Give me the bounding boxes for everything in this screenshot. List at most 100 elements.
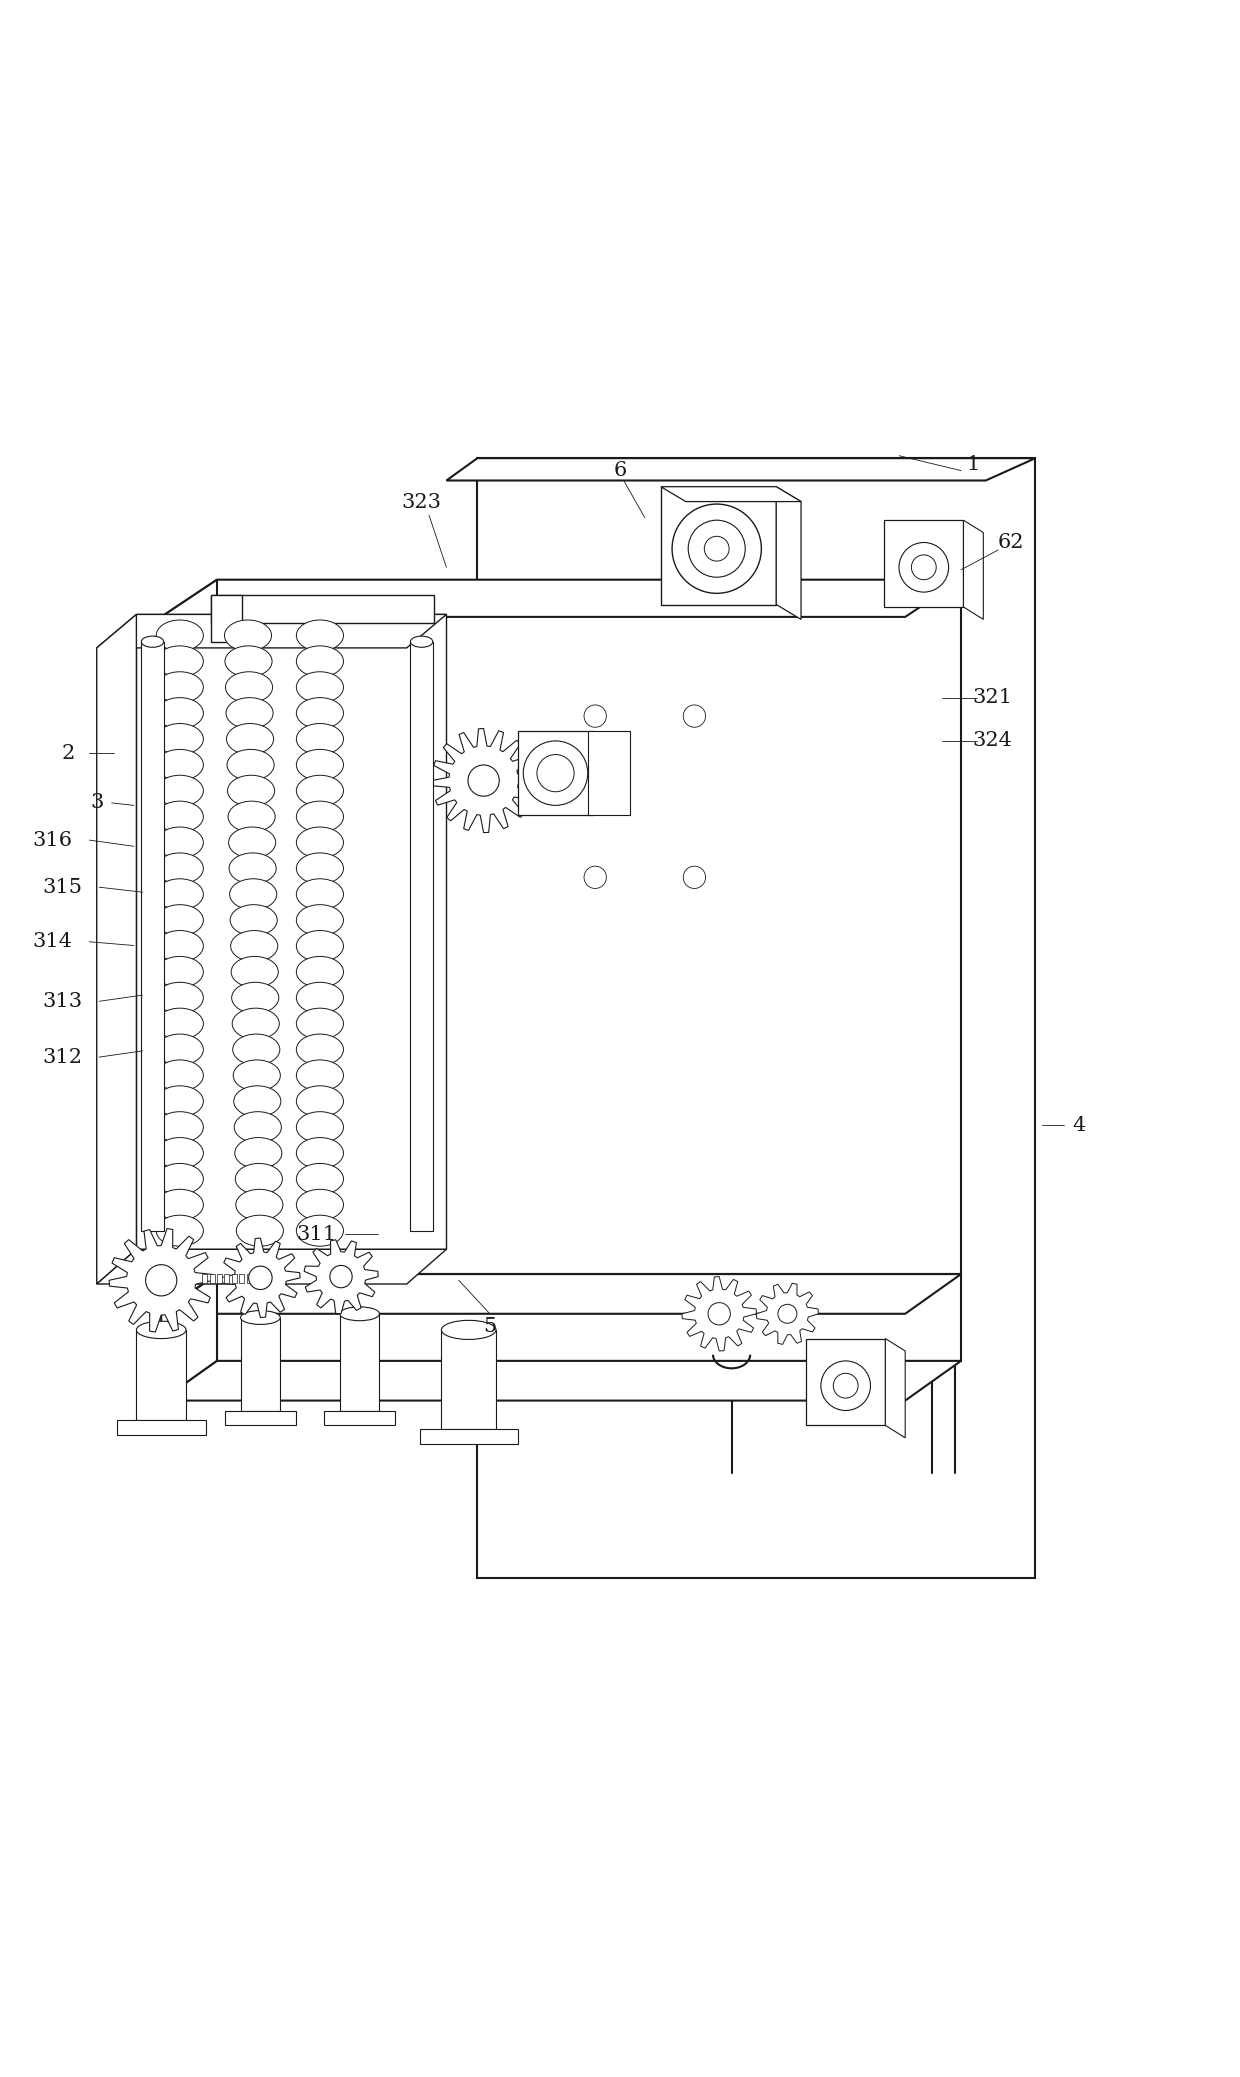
Ellipse shape [237,756,264,773]
Ellipse shape [241,964,268,980]
Ellipse shape [234,654,262,669]
Polygon shape [588,731,630,816]
Ellipse shape [166,1093,193,1109]
Polygon shape [217,1273,222,1284]
Text: 323: 323 [402,494,441,513]
Polygon shape [241,1317,280,1410]
Ellipse shape [166,704,193,721]
Ellipse shape [233,1059,280,1090]
Ellipse shape [306,860,334,876]
Ellipse shape [296,982,343,1014]
Ellipse shape [156,955,203,987]
Circle shape [777,1304,797,1323]
Text: 324: 324 [972,731,1012,750]
Circle shape [704,536,729,561]
Ellipse shape [236,1190,283,1221]
Ellipse shape [296,723,343,754]
Polygon shape [161,1273,961,1315]
Ellipse shape [232,1007,279,1038]
Ellipse shape [306,627,334,644]
Ellipse shape [306,808,334,825]
Ellipse shape [241,912,268,928]
Ellipse shape [306,1144,334,1161]
Ellipse shape [156,1138,203,1169]
Circle shape [467,764,500,795]
Polygon shape [432,729,536,833]
Polygon shape [340,1315,379,1410]
Ellipse shape [239,887,267,901]
Polygon shape [410,642,433,1232]
Ellipse shape [306,679,334,696]
Ellipse shape [244,1120,272,1136]
Ellipse shape [246,1171,273,1186]
Ellipse shape [233,1034,280,1066]
Ellipse shape [306,704,334,721]
Ellipse shape [296,671,343,702]
Ellipse shape [156,802,203,833]
Ellipse shape [306,964,334,980]
Ellipse shape [243,1093,270,1109]
Ellipse shape [234,1111,281,1142]
Circle shape [821,1360,870,1410]
Ellipse shape [166,835,193,852]
Polygon shape [419,1429,518,1444]
Ellipse shape [296,827,343,858]
Ellipse shape [296,1190,343,1221]
Ellipse shape [166,808,193,825]
Circle shape [708,1302,730,1325]
Ellipse shape [296,1034,343,1066]
Ellipse shape [166,1068,193,1084]
Polygon shape [211,594,434,623]
Ellipse shape [246,1196,273,1213]
Circle shape [330,1265,352,1288]
Ellipse shape [156,906,203,935]
Ellipse shape [306,991,334,1005]
Ellipse shape [166,679,193,696]
Ellipse shape [226,698,273,729]
Ellipse shape [156,1163,203,1194]
Ellipse shape [441,1321,496,1340]
Circle shape [584,866,606,889]
Polygon shape [221,1238,300,1317]
Ellipse shape [242,991,269,1005]
Ellipse shape [296,1111,343,1142]
Ellipse shape [166,860,193,876]
Text: 4: 4 [1073,1115,1085,1134]
Polygon shape [304,1240,378,1315]
Circle shape [911,555,936,579]
Polygon shape [518,731,593,816]
Ellipse shape [242,1016,269,1032]
Ellipse shape [226,671,273,702]
Polygon shape [806,1338,885,1425]
Ellipse shape [156,698,203,729]
Ellipse shape [166,627,193,644]
Polygon shape [97,1248,446,1284]
Ellipse shape [306,783,334,800]
Ellipse shape [156,827,203,858]
Ellipse shape [233,1086,280,1117]
Polygon shape [224,1410,296,1425]
Polygon shape [324,1410,396,1425]
Circle shape [145,1265,177,1296]
Ellipse shape [296,621,343,650]
Polygon shape [217,579,961,1273]
Ellipse shape [296,646,343,677]
Polygon shape [247,1273,252,1284]
Polygon shape [477,459,1035,1579]
Polygon shape [161,1273,961,1315]
Ellipse shape [296,1163,343,1194]
Polygon shape [97,615,446,648]
Polygon shape [161,579,961,617]
Text: 1: 1 [967,455,980,474]
Ellipse shape [239,860,267,876]
Ellipse shape [156,1034,203,1066]
Polygon shape [136,1329,186,1421]
Ellipse shape [229,854,277,885]
Circle shape [688,519,745,577]
Polygon shape [441,1329,496,1429]
Text: 2: 2 [62,744,74,762]
Ellipse shape [166,654,193,669]
Polygon shape [97,615,136,1284]
Ellipse shape [296,906,343,935]
Polygon shape [446,459,1035,480]
